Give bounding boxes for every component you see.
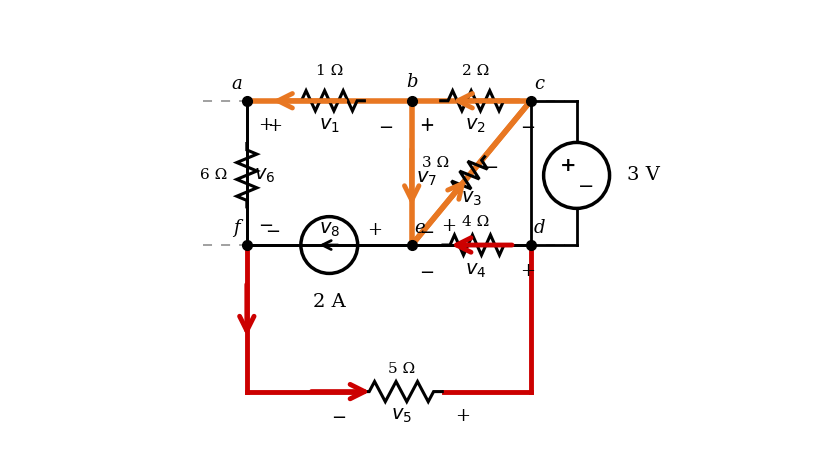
Text: $v_5$: $v_5$ (390, 407, 412, 425)
Text: a: a (231, 75, 241, 93)
Text: +: + (257, 115, 272, 134)
Text: $-$: $-$ (331, 407, 346, 425)
Text: $-$: $-$ (576, 176, 592, 195)
Text: +: + (455, 407, 470, 425)
Text: f: f (233, 219, 240, 237)
Text: e: e (414, 219, 425, 237)
Text: $-$: $-$ (519, 117, 534, 135)
Text: c: c (533, 75, 543, 93)
Text: $v_6$: $v_6$ (254, 166, 275, 185)
Text: $-$: $-$ (377, 117, 392, 135)
Text: 6 Ω: 6 Ω (199, 169, 227, 182)
Text: 2 A: 2 A (313, 293, 345, 311)
Text: d: d (533, 219, 544, 237)
Text: 1 Ω: 1 Ω (315, 64, 342, 78)
Text: b: b (405, 73, 417, 91)
Text: $v_8$: $v_8$ (318, 221, 339, 239)
Text: $-$: $-$ (418, 262, 433, 280)
Text: +: + (418, 115, 433, 134)
Text: $-$: $-$ (483, 157, 498, 175)
Text: +: + (266, 117, 281, 135)
Text: +: + (519, 262, 534, 280)
Text: 2 Ω: 2 Ω (461, 64, 489, 78)
Text: $-$: $-$ (265, 221, 280, 239)
Text: $-$: $-$ (418, 222, 433, 240)
Text: $v_4$: $v_4$ (465, 262, 486, 280)
Text: 3 Ω: 3 Ω (422, 156, 449, 169)
Text: +: + (440, 217, 456, 235)
Text: +: + (559, 157, 576, 175)
Text: $v_1$: $v_1$ (318, 117, 339, 135)
Text: +: + (367, 221, 382, 239)
Text: $v_2$: $v_2$ (465, 117, 485, 135)
Text: $-$: $-$ (257, 215, 272, 234)
Text: $v_7$: $v_7$ (415, 169, 437, 188)
Text: +: + (418, 117, 433, 135)
Text: $v_3$: $v_3$ (460, 190, 481, 208)
Text: 5 Ω: 5 Ω (388, 362, 414, 376)
Text: 4 Ω: 4 Ω (461, 215, 489, 229)
Text: 3 V: 3 V (626, 166, 659, 185)
